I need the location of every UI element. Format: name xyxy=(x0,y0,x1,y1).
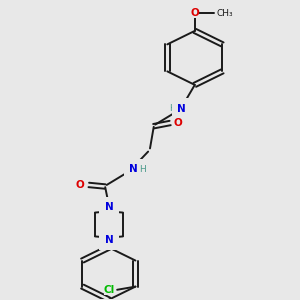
Text: N: N xyxy=(129,164,138,174)
Text: H: H xyxy=(169,104,176,113)
Text: N: N xyxy=(177,104,186,114)
Text: O: O xyxy=(174,118,183,128)
Text: O: O xyxy=(190,8,199,18)
Text: O: O xyxy=(76,180,85,190)
Text: N: N xyxy=(105,202,113,212)
Text: Cl: Cl xyxy=(104,285,115,295)
Text: N: N xyxy=(105,235,113,245)
Text: H: H xyxy=(139,165,146,174)
Text: CH₃: CH₃ xyxy=(216,9,233,18)
